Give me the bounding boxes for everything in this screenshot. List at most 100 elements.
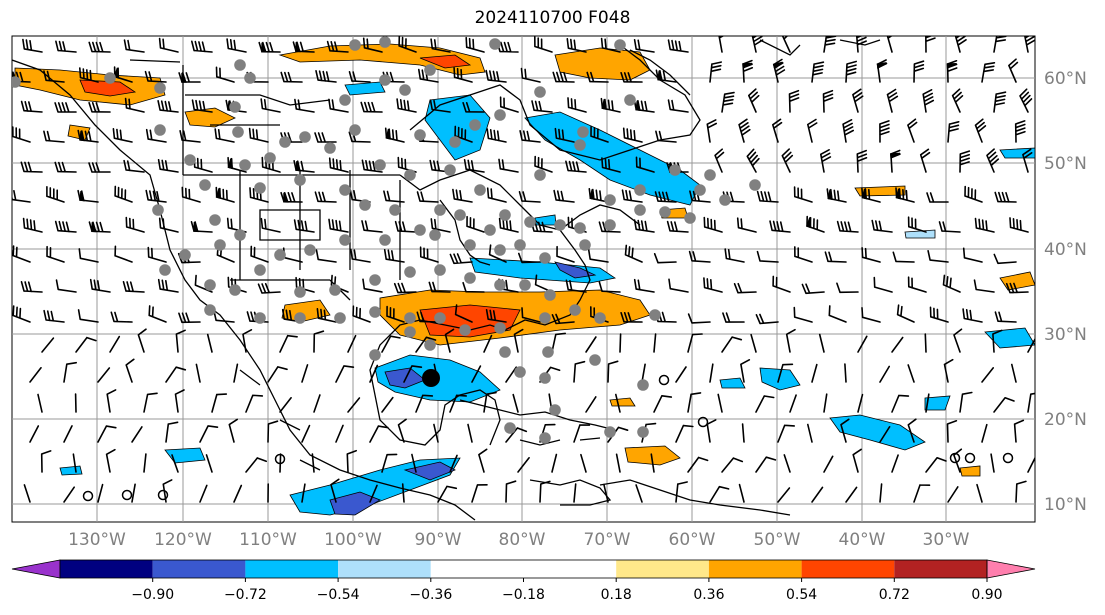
wind-barb — [292, 41, 315, 53]
wind-barb — [601, 157, 621, 173]
wind-barb — [46, 186, 65, 203]
wind-barb — [750, 333, 757, 353]
station-marker — [574, 139, 586, 151]
wind-barb — [891, 394, 910, 413]
station-marker — [549, 404, 561, 416]
wind-barb — [534, 36, 553, 53]
wind-barb — [418, 68, 439, 83]
station-marker — [577, 126, 589, 138]
wind-barb — [1014, 120, 1026, 143]
wind-barb — [688, 250, 711, 263]
station-marker — [459, 324, 471, 336]
wind-barb — [807, 423, 813, 443]
station-marker — [494, 109, 506, 121]
wind-barb — [362, 278, 383, 293]
wind-barb — [740, 359, 751, 383]
wind-barb-flag — [876, 62, 887, 69]
station-marker — [229, 101, 241, 113]
station-marker — [299, 131, 311, 143]
wind-barb — [191, 99, 213, 113]
wind-barb — [361, 220, 383, 233]
wind-barb — [123, 39, 145, 53]
wind-barb — [411, 453, 417, 473]
wind-barb — [927, 250, 949, 263]
shaded-region — [344, 81, 386, 96]
wind-barb — [158, 217, 179, 233]
colorbar-segment — [708, 560, 802, 578]
wind-barb — [328, 218, 349, 233]
wind-barb — [199, 484, 208, 503]
wind-barb-flag — [193, 221, 199, 233]
shaded-region — [329, 491, 381, 516]
wind-barb — [488, 244, 507, 263]
station-marker — [374, 159, 386, 171]
station-marker — [604, 194, 616, 206]
station-marker — [464, 272, 476, 284]
wind-barb — [974, 118, 987, 143]
wind-barb — [381, 396, 394, 413]
wind-barb — [260, 98, 281, 113]
wind-barb — [109, 335, 121, 353]
station-marker — [494, 322, 506, 334]
shaded-region — [59, 465, 83, 476]
wind-barb — [721, 336, 743, 353]
wind-barb — [622, 127, 643, 143]
colorbar-segment — [245, 560, 339, 578]
colorbar-min-arrow — [11, 559, 61, 579]
wind-barb — [1019, 88, 1033, 113]
wind-barb-flag — [113, 67, 120, 79]
wind-barb — [811, 486, 824, 503]
wind-barb — [907, 118, 918, 143]
wind-barb — [938, 221, 961, 233]
station-marker — [539, 432, 551, 444]
calm-wind-circle — [1002, 452, 1014, 464]
shaded-region — [904, 229, 936, 239]
wind-barb — [856, 149, 868, 173]
wind-barb — [316, 308, 337, 323]
wind-barb — [97, 425, 117, 443]
wind-barb — [249, 187, 269, 203]
wind-barb — [483, 334, 493, 353]
wind-barb — [54, 220, 77, 233]
wind-barb — [913, 60, 925, 83]
station-marker — [154, 124, 166, 136]
wind-barb — [706, 419, 717, 443]
wind-barb — [233, 363, 239, 383]
station-marker — [214, 239, 226, 251]
station-marker — [424, 64, 436, 76]
wind-barb — [22, 38, 43, 53]
wind-barb — [620, 72, 643, 83]
wind-barb-flag — [825, 36, 836, 39]
wind-barb-flag — [772, 61, 784, 70]
wind-barb — [148, 305, 167, 323]
wind-barb — [181, 186, 201, 203]
coast-line — [759, 39, 801, 56]
wind-barb — [369, 484, 378, 503]
wind-barb — [419, 246, 439, 263]
wind-barb — [55, 40, 77, 53]
station-marker — [604, 426, 616, 438]
wind-barb — [97, 367, 111, 383]
wind-barb — [976, 483, 983, 503]
wind-barb — [361, 159, 383, 173]
wind-barb — [143, 453, 147, 473]
wind-barb — [165, 366, 187, 383]
wind-barb-flag — [657, 70, 663, 82]
station-marker — [429, 229, 441, 241]
wind-barb — [748, 88, 760, 113]
station-marker — [574, 222, 586, 234]
wind-barb — [675, 366, 687, 383]
station-marker — [349, 124, 361, 136]
wind-barb — [517, 457, 530, 473]
wind-barb — [943, 358, 954, 383]
station-marker — [204, 279, 216, 291]
wind-barb — [430, 38, 451, 53]
wind-barb — [845, 486, 858, 503]
wind-barb — [1022, 148, 1033, 173]
wind-barb — [641, 363, 646, 383]
wind-barb — [112, 128, 133, 143]
wind-barb — [907, 276, 927, 293]
wind-barb — [706, 119, 717, 143]
wind-barb — [393, 282, 417, 294]
wind-barb — [553, 189, 575, 203]
